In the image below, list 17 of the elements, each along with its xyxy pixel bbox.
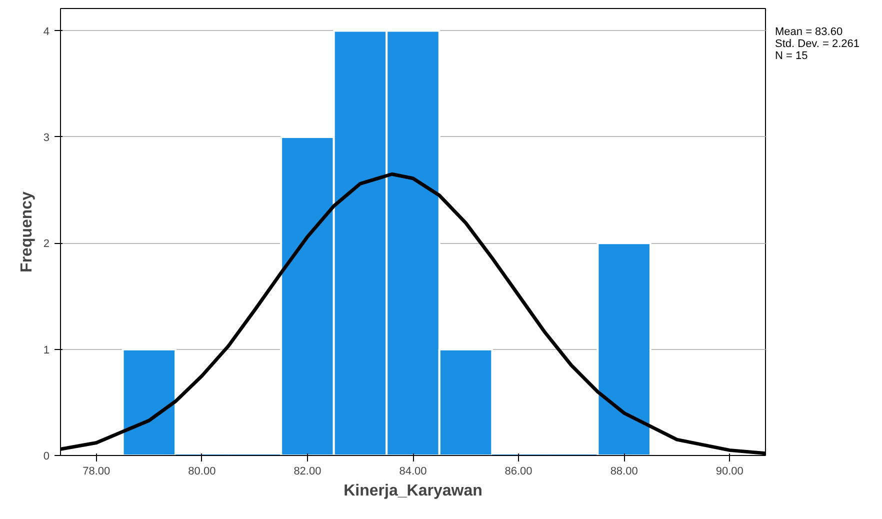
text: N = 15 xyxy=(775,50,808,62)
x-tick-label: 90.00 xyxy=(716,466,744,478)
y-tick-label: 3 xyxy=(43,132,50,144)
x-tick-label: 88.00 xyxy=(610,466,638,478)
y-tick-label: 4 xyxy=(43,26,50,38)
text: Std. Dev. = 2.261 xyxy=(775,38,860,50)
y-tick-label: 1 xyxy=(43,344,50,356)
y-axis-title: Frequency xyxy=(18,191,36,272)
x-tick-label: 78.00 xyxy=(82,466,110,478)
x-axis-title: Kinerja_Karyawan xyxy=(344,482,482,500)
text: Mean = 83.60 xyxy=(775,26,843,38)
y-tick-label: 2 xyxy=(43,238,50,250)
y-tick-label: 0 xyxy=(43,450,50,462)
x-tick-label: 82.00 xyxy=(294,466,322,478)
x-tick-label: 80.00 xyxy=(188,466,216,478)
x-tick-label: 84.00 xyxy=(399,466,427,478)
x-tick-label: 86.00 xyxy=(504,466,532,478)
